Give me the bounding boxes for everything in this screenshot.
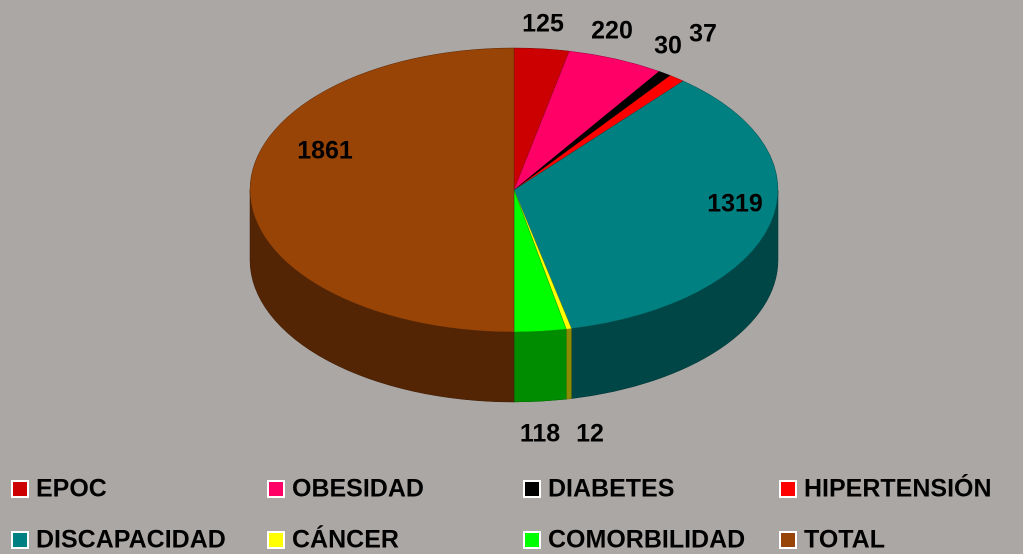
data-label: 1861 — [297, 137, 353, 165]
data-label: 30 — [654, 32, 682, 60]
data-label: 1319 — [707, 190, 763, 218]
data-label: 118 — [520, 420, 560, 448]
slice — [249, 47, 515, 333]
legend-label: DIABETES — [548, 475, 674, 503]
legend-label: EPOC — [36, 475, 107, 503]
data-label: 12 — [576, 420, 604, 448]
legend-swatch — [523, 531, 541, 549]
slice — [513, 80, 779, 329]
legend-label: DISCAPACIDAD — [36, 526, 226, 554]
legend-swatch — [267, 480, 285, 498]
legend-swatch — [267, 531, 285, 549]
legend-swatch — [779, 531, 797, 549]
slice-side — [513, 328, 567, 403]
legend-label: OBESIDAD — [292, 475, 424, 503]
legend-swatch — [779, 480, 797, 498]
legend-label: TOTAL — [804, 526, 885, 554]
legend-swatch — [11, 531, 29, 549]
legend-swatch — [523, 480, 541, 498]
legend-label: COMORBILIDAD — [548, 526, 745, 554]
legend-swatch — [11, 480, 29, 498]
slice-side — [565, 328, 572, 400]
data-label: 125 — [522, 10, 564, 38]
data-label: 37 — [689, 20, 717, 48]
legend-label: HIPERTENSIÓN — [804, 473, 992, 503]
data-label: 220 — [591, 17, 633, 45]
legend-label: CÁNCER — [292, 525, 399, 554]
